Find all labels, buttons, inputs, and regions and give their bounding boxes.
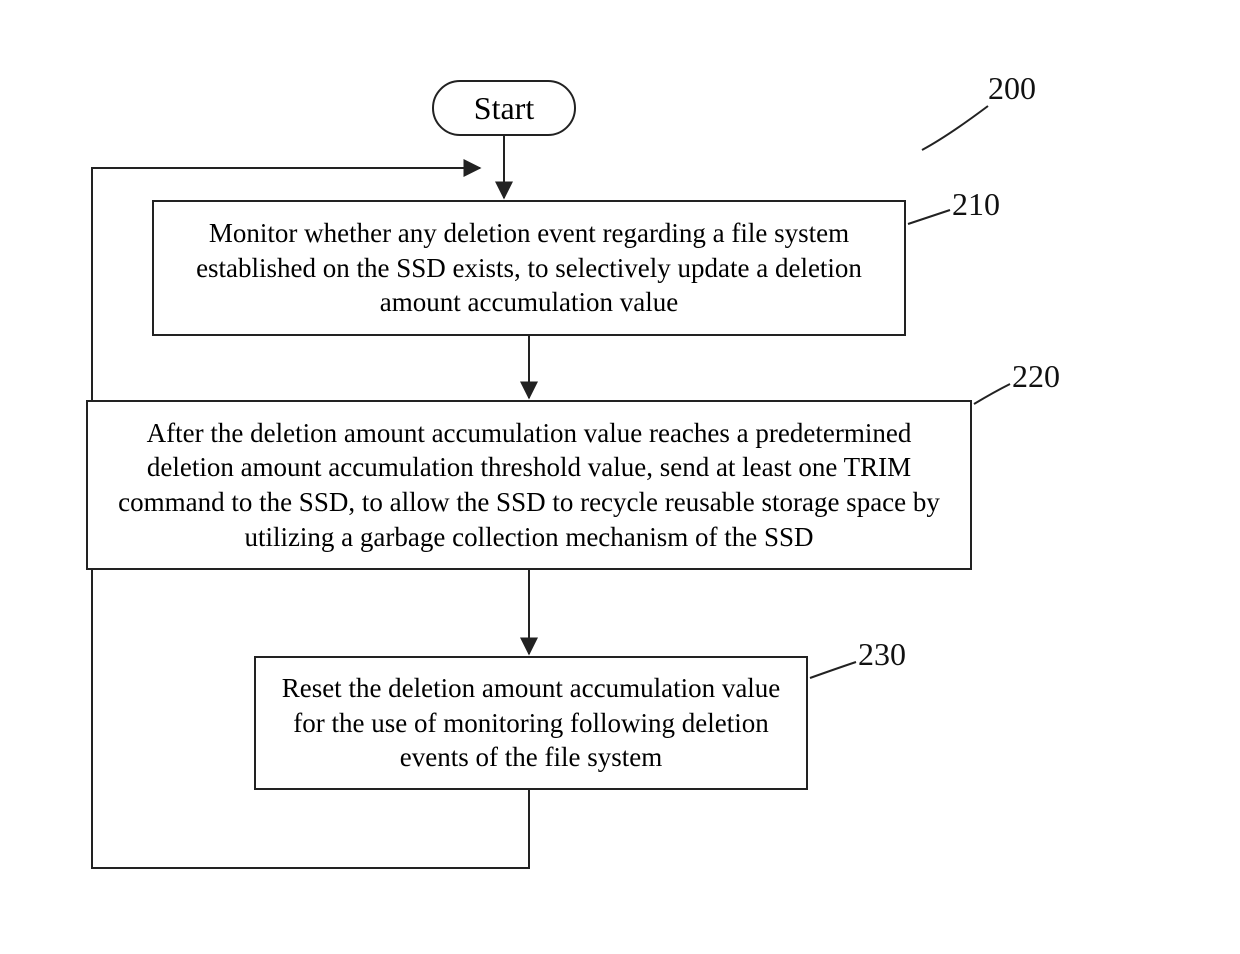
step-230-text: Reset the deletion amount accumulation v…: [270, 671, 792, 775]
leader-230: [810, 662, 856, 678]
flowchart-canvas: Start Monitor whether any deletion event…: [0, 0, 1240, 954]
leader-220: [974, 384, 1010, 404]
ref-210-label: 210: [952, 186, 1000, 223]
start-label: Start: [474, 88, 534, 129]
step-220-text: After the deletion amount accumulation v…: [102, 416, 956, 554]
step-210-node: Monitor whether any deletion event regar…: [152, 200, 906, 336]
leader-210: [908, 210, 950, 224]
ref-200-label: 200: [988, 70, 1036, 107]
ref-230-label: 230: [858, 636, 906, 673]
ref-220-label: 220: [1012, 358, 1060, 395]
start-node: Start: [432, 80, 576, 136]
step-220-node: After the deletion amount accumulation v…: [86, 400, 972, 570]
step-230-node: Reset the deletion amount accumulation v…: [254, 656, 808, 790]
leader-200: [922, 106, 988, 150]
step-210-text: Monitor whether any deletion event regar…: [168, 216, 890, 320]
